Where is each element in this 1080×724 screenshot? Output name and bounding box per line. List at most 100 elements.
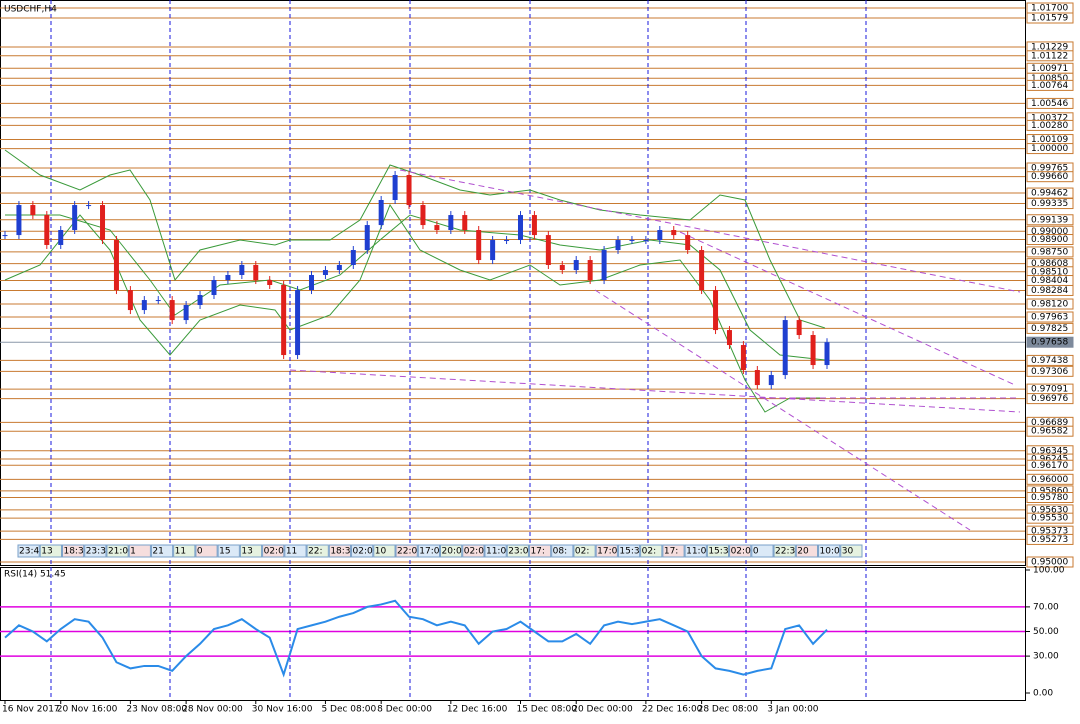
time-marker-box xyxy=(351,544,374,558)
y-tick-label: 30.00 xyxy=(1033,652,1059,662)
y-tick-label: 1.00000 xyxy=(1031,144,1068,154)
time-marker-box xyxy=(373,544,396,558)
chart-title: USDCHF,H4 xyxy=(4,5,57,15)
time-marker: 18:30 xyxy=(330,547,356,557)
candle-body xyxy=(629,240,635,242)
time-marker: 0 xyxy=(197,547,203,557)
candle-body xyxy=(211,280,217,296)
time-marker: 17: xyxy=(530,547,544,557)
trendlines xyxy=(289,169,1021,531)
x-tick-label: 8 Dec 00:00 xyxy=(377,705,432,715)
y-tick-label: 0.98284 xyxy=(1031,286,1068,296)
y-tick-label: 0.99765 xyxy=(1031,163,1068,173)
x-tick-label: 20 Nov 16:00 xyxy=(57,705,118,715)
y-tick-label: 0.96245 xyxy=(1031,455,1068,465)
time-marker: 20:0 xyxy=(442,547,462,557)
x-tick-label: 22 Dec 16:00 xyxy=(642,705,703,715)
time-marker: 11:00 xyxy=(486,547,512,557)
y-tick-label: 0.95780 xyxy=(1031,493,1068,503)
time-marker-box xyxy=(662,544,685,558)
time-marker: 10:00 xyxy=(820,547,846,557)
time-marker: 11 xyxy=(175,547,186,557)
time-marker-box xyxy=(61,544,85,558)
time-marker-box xyxy=(551,544,574,558)
candle-body xyxy=(295,290,301,356)
candle-body xyxy=(657,230,663,241)
candle-body xyxy=(545,235,551,265)
candle-body xyxy=(434,225,440,231)
candle-body xyxy=(281,285,287,356)
candle-body xyxy=(448,215,454,231)
time-marker-box xyxy=(640,544,663,558)
time-marker-box xyxy=(106,544,129,558)
candle-body xyxy=(587,260,593,281)
y-tick-label: 0.99335 xyxy=(1031,199,1068,209)
candle-body xyxy=(30,205,36,216)
x-tick-label: 30 Nov 16:00 xyxy=(252,705,313,715)
y-tick-label: 0.96689 xyxy=(1031,418,1068,428)
candle-body xyxy=(267,280,273,285)
time-marker-box xyxy=(17,544,40,558)
time-marker: 10 xyxy=(375,547,387,557)
price-label-box xyxy=(1026,393,1074,405)
candle-body xyxy=(699,250,705,291)
candle-body xyxy=(183,305,189,321)
candle-body xyxy=(643,240,649,242)
candle-body xyxy=(713,290,719,331)
time-marker-box xyxy=(617,544,641,558)
candle-body xyxy=(768,375,774,386)
price-label-box xyxy=(1026,50,1074,62)
time-marker-box xyxy=(39,544,62,558)
time-marker: 1 xyxy=(130,547,136,557)
price-label-box xyxy=(1026,234,1074,246)
candle-body xyxy=(197,295,203,306)
time-marker-box xyxy=(729,544,752,558)
time-marker: 13 xyxy=(241,547,252,557)
bollinger-bands xyxy=(4,149,826,413)
time-marker: 22:30 xyxy=(775,547,801,557)
candle-body xyxy=(16,205,22,236)
middle-band xyxy=(5,214,826,361)
time-marker-box xyxy=(773,544,796,558)
time-marker: 02:0 xyxy=(731,547,751,557)
y-tick-label: 0.98900 xyxy=(1031,235,1068,245)
candle-body xyxy=(504,240,510,242)
y-tick-label: 0.97963 xyxy=(1031,312,1068,322)
price-label-box xyxy=(1026,79,1074,91)
time-marker-box xyxy=(84,544,107,558)
time-marker: 11:00 xyxy=(686,547,712,557)
y-tick-label: 0.95000 xyxy=(1031,558,1068,568)
price-label-box xyxy=(1026,425,1074,437)
candle-body xyxy=(531,215,537,236)
time-marker: 13 xyxy=(41,547,52,557)
y-tick-label: 100.00 xyxy=(1033,566,1065,576)
candle-body xyxy=(754,370,760,386)
price-label-box xyxy=(1026,187,1074,199)
y-tick-label: 0.98120 xyxy=(1031,300,1068,310)
trendline xyxy=(594,289,971,531)
time-marker: 17: xyxy=(664,547,678,557)
rsi-line xyxy=(4,599,828,678)
y-tick-label: 1.01579 xyxy=(1031,14,1068,24)
candle-body xyxy=(336,264,342,271)
rsi-panel xyxy=(0,567,1026,701)
upper-band xyxy=(4,149,826,329)
y-tick-label: 0.97825 xyxy=(1031,324,1068,334)
time-marker-box xyxy=(462,544,485,558)
candle-body xyxy=(239,264,245,275)
price-label-box xyxy=(1026,533,1074,545)
y-tick-label: 0.97658 xyxy=(1031,338,1068,348)
trendline xyxy=(679,231,1016,386)
candle-body xyxy=(476,230,482,261)
candle-body xyxy=(782,320,788,376)
price-label-box xyxy=(1026,322,1074,334)
y-tick-label: 1.00372 xyxy=(1031,113,1068,123)
time-marker-box xyxy=(284,544,307,558)
candle-body xyxy=(392,175,398,200)
y-tick-label: 0.98510 xyxy=(1031,267,1068,277)
candle-body xyxy=(141,300,147,311)
y-tick-label: 0.96345 xyxy=(1031,446,1068,456)
lower-band xyxy=(4,203,825,413)
price-label-box xyxy=(1026,298,1074,310)
time-marker-box xyxy=(328,544,352,558)
